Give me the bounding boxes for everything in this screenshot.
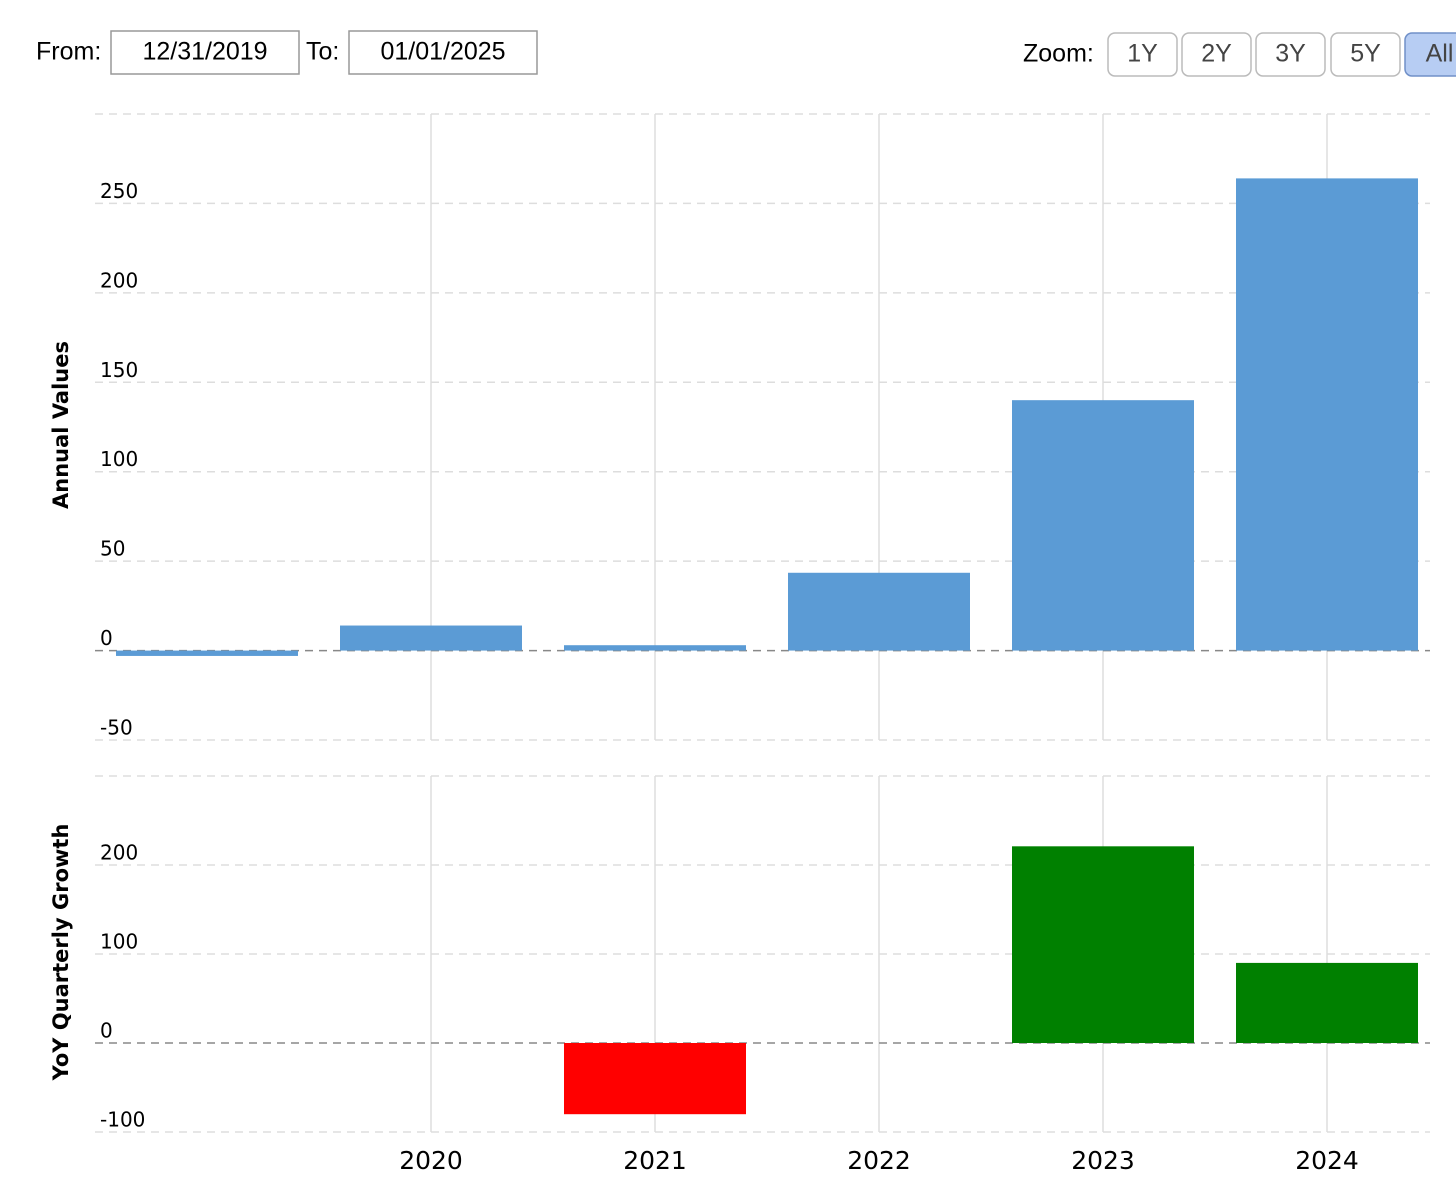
to-date[interactable]: 01/01/2025 xyxy=(380,38,505,66)
zoom-button-box[interactable] xyxy=(1107,32,1178,77)
zoom-buttons: 1Y 2Y 3Y 5Y All xyxy=(1107,32,1456,77)
zoom-button[interactable]: 1Y xyxy=(1107,32,1178,77)
zoom-button[interactable]: 5Y xyxy=(1330,32,1401,77)
y-tick-label: 0 xyxy=(100,1019,113,1043)
from-date[interactable]: 12/31/2019 xyxy=(142,38,267,66)
y-tick-label: -100 xyxy=(100,1108,145,1132)
y-axis-title: Annual Values xyxy=(49,341,73,509)
bar xyxy=(564,1043,746,1115)
zoom-button-box[interactable] xyxy=(1330,32,1401,77)
zoom-button-box[interactable] xyxy=(1255,32,1326,77)
bar xyxy=(1012,400,1194,651)
y-tick-label: 50 xyxy=(100,537,125,561)
zoom-button-label[interactable]: All xyxy=(1426,40,1454,68)
y-tick-label: -50 xyxy=(100,716,133,740)
bar xyxy=(1236,962,1418,1043)
x-tick-label: 2021 xyxy=(623,1146,687,1175)
x-tick-label: 2022 xyxy=(847,1146,911,1175)
zoom-button[interactable]: 2Y xyxy=(1181,32,1252,77)
bar xyxy=(1012,846,1194,1043)
zoom-button-label[interactable]: 3Y xyxy=(1275,40,1306,68)
bar xyxy=(116,650,298,656)
y-axis-title: YoY Quarterly Growth xyxy=(49,824,73,1082)
x-tick-label: 2023 xyxy=(1071,1146,1135,1175)
zoom-button-label[interactable]: 1Y xyxy=(1127,40,1158,68)
x-tick-label: 2024 xyxy=(1295,1146,1359,1175)
bar xyxy=(788,572,970,651)
from-input[interactable]: 12/31/2019 xyxy=(110,30,300,75)
to-input[interactable]: 01/01/2025 xyxy=(348,30,538,75)
y-tick-label: 0 xyxy=(100,626,113,650)
zoom-button[interactable]: 3Y xyxy=(1255,32,1326,77)
zoom-button-box[interactable] xyxy=(1404,32,1456,77)
bar xyxy=(1236,178,1418,651)
zoom-label: Zoom: xyxy=(1023,40,1094,68)
zoom-button-label[interactable]: 2Y xyxy=(1201,40,1232,68)
bar xyxy=(564,645,746,651)
zoom-button-label[interactable]: 5Y xyxy=(1350,40,1381,68)
y-tick-label: 100 xyxy=(100,930,138,954)
from-label: From: xyxy=(36,38,101,66)
y-tick-label: 150 xyxy=(100,358,138,382)
zoom-button-box[interactable] xyxy=(1181,32,1252,77)
y-tick-label: 200 xyxy=(100,841,138,865)
bar xyxy=(340,625,522,651)
y-tick-label: 250 xyxy=(100,179,138,203)
zoom-button[interactable]: All xyxy=(1404,32,1456,77)
x-tick-label: 2020 xyxy=(399,1146,463,1175)
y-tick-label: 200 xyxy=(100,268,138,292)
y-tick-label: 100 xyxy=(100,447,138,471)
to-label: To: xyxy=(306,38,339,66)
